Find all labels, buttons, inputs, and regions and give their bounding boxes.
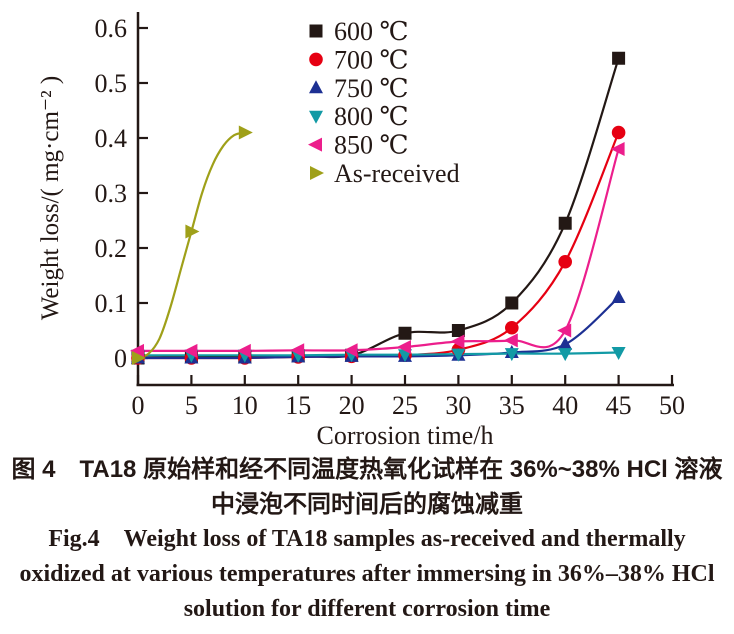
circle-marker (309, 52, 323, 67)
caption-zh-line1: 图 4 TA18 原始样和经不同温度热氧化试样在 36%~38% HCl 溶液 (11, 456, 723, 483)
x-axis-title: Corrosion time/h (317, 421, 494, 450)
legend-label: As-received (334, 159, 460, 188)
legend-label: 600 ℃ (334, 17, 409, 46)
triangle-left-marker (308, 137, 322, 152)
legend-label: 750 ℃ (334, 74, 409, 103)
legend-item-600-℃: 600 ℃ (309, 17, 409, 46)
square-marker (558, 216, 572, 230)
series-markers-As-received (132, 125, 253, 365)
triangle-right-marker (185, 224, 200, 239)
x-tick-label: 5 (185, 391, 198, 420)
triangle-down-marker (451, 348, 466, 362)
caption-en-line3: solution for different corrosion time (183, 596, 551, 622)
circle-marker (611, 125, 626, 140)
square-marker (505, 296, 519, 310)
circle-marker (505, 320, 519, 335)
triangle-left-marker (183, 343, 198, 358)
y-tick-label: 0 (114, 344, 127, 373)
legend-item-700-℃: 700 ℃ (309, 45, 409, 74)
triangle-down-marker (309, 110, 323, 124)
series-line-800-℃ (137, 351, 619, 357)
legend-item-As-received: As-received (310, 159, 460, 188)
triangle-left-marker (343, 343, 358, 358)
triangle-left-marker (236, 343, 251, 358)
square-marker (451, 324, 465, 337)
square-marker (398, 326, 412, 340)
series-markers-850-℃ (130, 142, 625, 358)
legend-item-850-℃: 850 ℃ (308, 131, 409, 160)
triangle-left-marker (290, 343, 305, 358)
x-tick-label: 20 (339, 391, 365, 420)
x-tick-label: 40 (552, 391, 578, 420)
y-tick-label: 0.1 (95, 289, 128, 318)
y-tick-label: 0.6 (95, 14, 128, 43)
triangle-down-marker (558, 348, 573, 362)
triangle-down-marker (504, 348, 519, 362)
x-tick-label: 0 (132, 391, 145, 420)
legend-item-750-℃: 750 ℃ (309, 74, 409, 103)
x-tick-label: 35 (499, 391, 525, 420)
square-marker (612, 51, 626, 65)
triangle-left-marker (503, 333, 518, 348)
y-tick-label: 0.3 (95, 179, 128, 208)
x-tick-label: 25 (392, 391, 418, 420)
triangle-down-marker (611, 347, 626, 360)
caption-en-line2: oxidized at various temperatures after i… (19, 561, 715, 587)
triangle-right-marker (132, 351, 146, 365)
caption-zh-line2: 中浸泡不同时间后的腐蚀减重 (211, 491, 523, 518)
y-tick-label: 0.4 (95, 124, 128, 153)
y-axis-title: Weight loss/( mg·cm⁻² ) (37, 76, 64, 320)
x-tick-label: 50 (659, 391, 685, 420)
triangle-left-marker (557, 323, 572, 338)
x-tick-label: 45 (606, 391, 632, 420)
triangle-left-marker (450, 334, 465, 349)
y-tick-label: 0.5 (95, 69, 128, 98)
legend-item-800-℃: 800 ℃ (309, 102, 409, 131)
x-tick-label: 30 (445, 391, 471, 420)
series-line-750-℃ (138, 296, 620, 360)
x-axis-ticks: 0 5 10 15 20 25 30 35 40 45 50 (132, 375, 685, 420)
triangle-up-marker (309, 80, 323, 94)
triangle-right-marker (310, 166, 324, 180)
weight-loss-chart: 0 0.1 0.2 0.3 0.4 0.5 0.6 0 5 10 15 20 25 30 35 40 45 50 C… (37, 12, 685, 450)
legend-label: 700 ℃ (334, 45, 409, 74)
square-marker (309, 24, 323, 38)
series-markers-750-℃ (131, 290, 626, 364)
x-tick-label: 15 (285, 391, 311, 420)
x-tick-label: 10 (232, 391, 258, 420)
triangle-left-marker (610, 142, 625, 156)
caption-en-line1: Fig.4 Weight loss of TA18 samples as-rec… (48, 526, 686, 552)
triangle-up-marker (611, 290, 626, 303)
circle-marker (558, 254, 572, 269)
y-axis-ticks: 0 0.1 0.2 0.3 0.4 0.5 0.6 (95, 14, 148, 373)
y-tick-label: 0.2 (95, 234, 128, 263)
triangle-right-marker (238, 125, 253, 140)
figure-caption: 图 4 TA18 原始样和经不同温度热氧化试样在 36%~38% HCl 溶液 … (0, 452, 734, 627)
triangle-left-marker (397, 340, 411, 354)
triangle-up-marker (558, 336, 573, 350)
legend-label: 850 ℃ (334, 131, 409, 160)
legend-label: 800 ℃ (334, 102, 409, 131)
series-line-As-received (137, 131, 246, 360)
triangle-left-marker (130, 343, 144, 358)
